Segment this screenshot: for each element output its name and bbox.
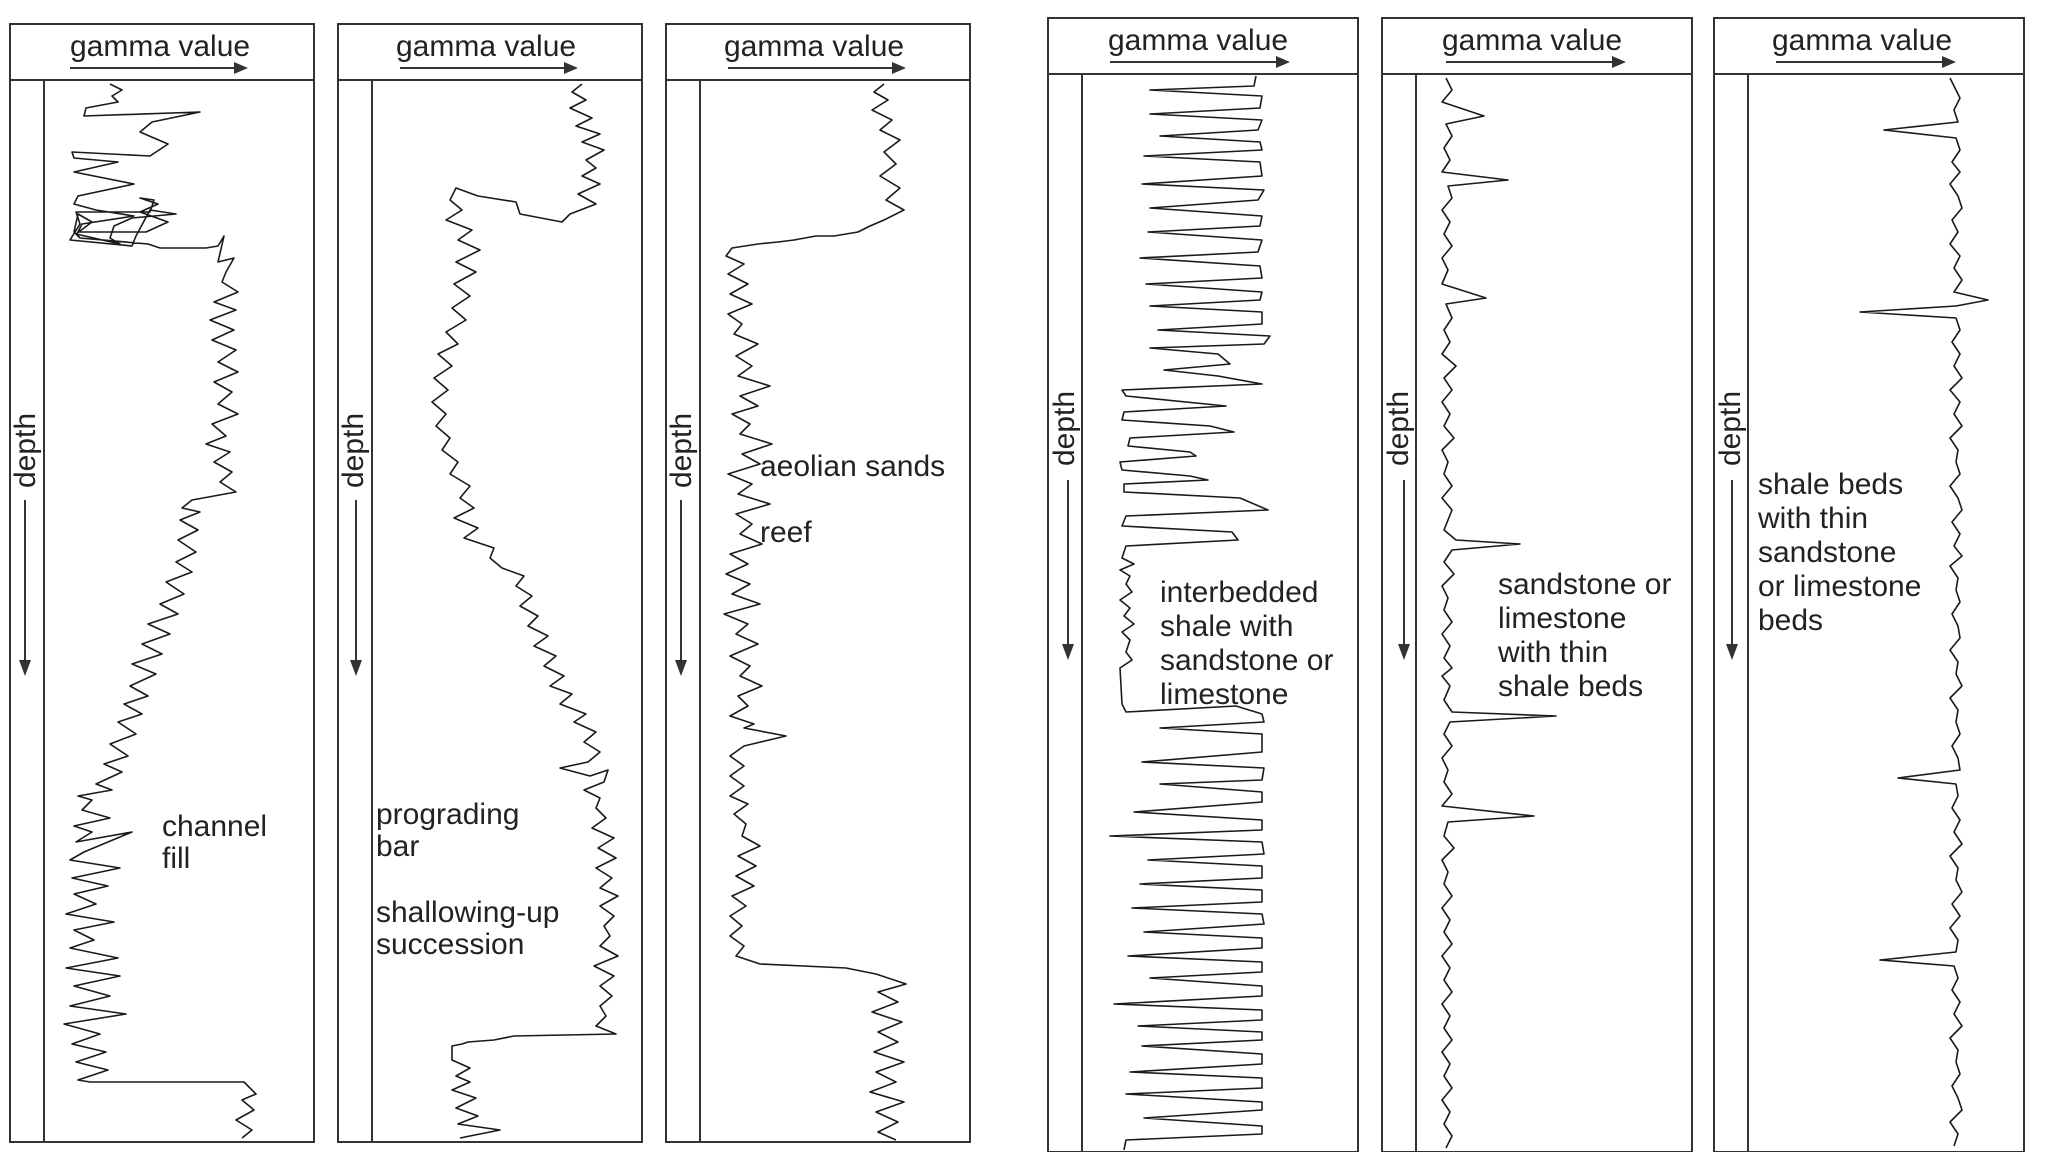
caption-interbedded-line-3: sandstone or bbox=[1160, 644, 1333, 677]
depth-axis-label: depth bbox=[9, 413, 42, 488]
gamma-log-curve bbox=[1441, 77, 1557, 1149]
gamma-axis-label: gamma value bbox=[1772, 24, 1952, 57]
caption-prograding-line-2: bar bbox=[376, 830, 419, 863]
caption-shale-line-2: with thin bbox=[1757, 502, 1868, 535]
gamma-axis-arrow bbox=[728, 62, 906, 74]
gamma-axis-label: gamma value bbox=[396, 30, 576, 63]
depth-axis-arrow bbox=[19, 500, 31, 676]
depth-axis-label: depth bbox=[1382, 391, 1415, 466]
depth-axis-arrow bbox=[1398, 480, 1410, 660]
depth-axis-arrow bbox=[350, 500, 362, 676]
caption-shale-line-3: sandstone bbox=[1758, 536, 1896, 569]
gamma-log-curve bbox=[1859, 77, 1989, 1147]
gamma-axis-arrow bbox=[1110, 56, 1290, 68]
caption-interbedded-line-1: interbedded bbox=[1160, 576, 1318, 609]
depth-axis-label: depth bbox=[337, 413, 370, 488]
depth-axis-label: depth bbox=[665, 413, 698, 488]
gamma-log-curve bbox=[1109, 75, 1271, 1151]
log-panel-aeolian-reef: gamma value depth aeolian sands reef bbox=[665, 23, 971, 1143]
caption-sandstone-line-3: with thin bbox=[1497, 636, 1608, 669]
caption-shale-line-5: beds bbox=[1758, 604, 1823, 637]
caption-sandstone-line-4: shale beds bbox=[1498, 670, 1643, 703]
gamma-axis-label: gamma value bbox=[1442, 24, 1622, 57]
caption-shale-line-4: or limestone bbox=[1758, 570, 1921, 603]
caption-shallowing-line-2: succession bbox=[376, 928, 524, 961]
gamma-axis-arrow bbox=[400, 62, 578, 74]
log-panel-prograding-bar: gamma value depth prograding bar shallow… bbox=[337, 23, 643, 1143]
gamma-log-curve bbox=[431, 83, 619, 1139]
caption-shale-line-1: shale beds bbox=[1758, 468, 1903, 501]
caption-interbedded-line-4: limestone bbox=[1160, 678, 1288, 711]
log-panel-shale-thin-sandstone: gamma value depth shale beds with thin s… bbox=[1713, 17, 2025, 1152]
gamma-axis-arrow bbox=[70, 62, 248, 74]
caption-interbedded-line-2: shale with bbox=[1160, 610, 1293, 643]
depth-axis-label: depth bbox=[1714, 391, 1747, 466]
depth-axis-arrow bbox=[1726, 480, 1738, 660]
caption-channel-fill-line-2: fill bbox=[162, 842, 190, 875]
gamma-log-curve bbox=[63, 83, 257, 1139]
depth-axis-arrow bbox=[1062, 480, 1074, 660]
gamma-axis-label: gamma value bbox=[1108, 24, 1288, 57]
gamma-axis-label: gamma value bbox=[724, 30, 904, 63]
gamma-axis-arrow bbox=[1446, 56, 1626, 68]
log-panel-sandstone-thin-shale: gamma value depth sandstone or limestone… bbox=[1381, 17, 1693, 1152]
gamma-log-curve bbox=[723, 83, 907, 1141]
caption-prograding-line-1: prograding bbox=[376, 798, 519, 831]
caption-sandstone-line-2: limestone bbox=[1498, 602, 1626, 635]
caption-channel-fill-line-1: channel bbox=[162, 810, 267, 843]
gamma-axis-arrow bbox=[1776, 56, 1956, 68]
log-panel-interbedded: gamma value depth interbedded shale with… bbox=[1047, 17, 1359, 1152]
caption-sandstone-line-1: sandstone or bbox=[1498, 568, 1671, 601]
depth-axis-arrow bbox=[675, 500, 687, 676]
depth-axis-label: depth bbox=[1048, 391, 1081, 466]
caption-reef: reef bbox=[760, 516, 812, 549]
log-panel-channel-fill: gamma value depth channel fill bbox=[9, 23, 315, 1143]
caption-shallowing-line-1: shallowing-up bbox=[376, 896, 559, 929]
caption-aeolian-sands: aeolian sands bbox=[760, 450, 945, 483]
gamma-axis-label: gamma value bbox=[70, 30, 250, 63]
